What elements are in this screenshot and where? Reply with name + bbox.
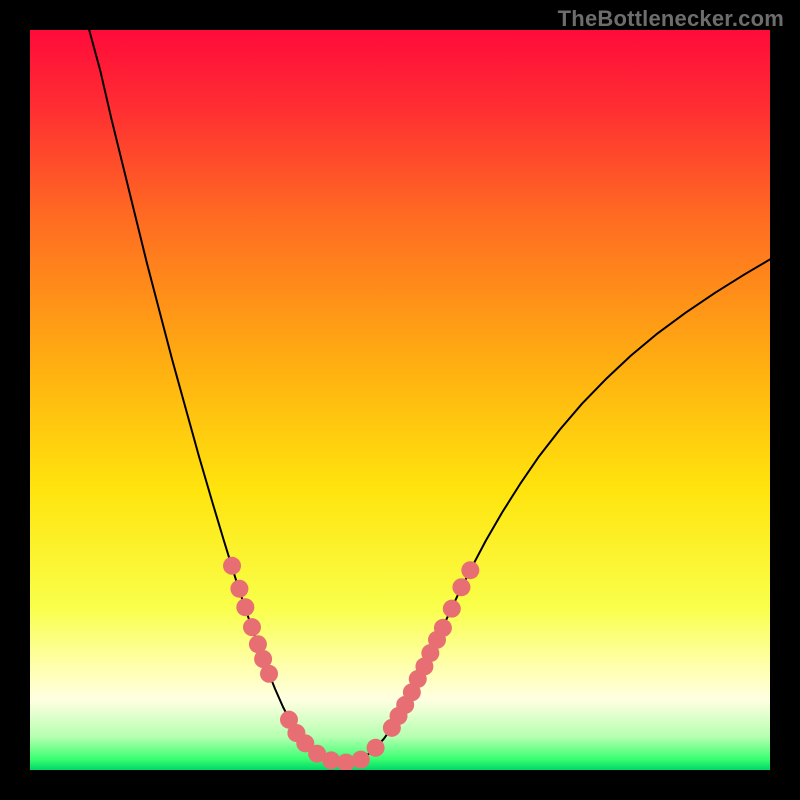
data-marker xyxy=(243,618,261,636)
data-marker xyxy=(260,665,278,683)
plot-svg xyxy=(30,30,770,770)
data-marker xyxy=(443,600,461,618)
watermark-text: TheBottlenecker.com xyxy=(558,6,784,32)
data-marker xyxy=(367,739,385,757)
data-marker xyxy=(230,580,248,598)
data-marker xyxy=(236,598,254,616)
plot-area xyxy=(30,30,770,770)
chart-frame: TheBottlenecker.com xyxy=(0,0,800,800)
data-marker xyxy=(434,619,452,637)
data-marker xyxy=(452,578,470,596)
gradient-background xyxy=(30,30,770,770)
data-marker xyxy=(223,557,241,575)
data-marker xyxy=(352,751,370,769)
data-marker xyxy=(461,561,479,579)
